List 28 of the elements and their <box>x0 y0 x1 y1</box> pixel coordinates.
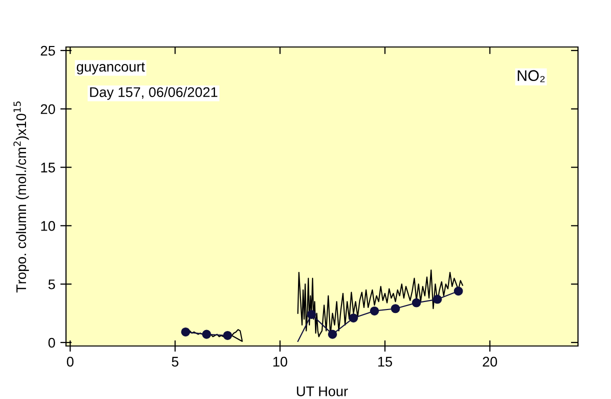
point <box>412 298 421 308</box>
annotation: guyancourt <box>76 62 145 74</box>
y-axis-title: Tropo. column (mol./cm$^{2}$)x10$^{15}$ <box>13 102 29 292</box>
x-tick-label: 20 <box>482 356 498 367</box>
point <box>181 327 190 336</box>
point <box>202 330 212 339</box>
annotation: Day 157, 06/06/2021 <box>90 86 218 100</box>
point <box>432 294 442 304</box>
x-tick-label: 10 <box>273 356 288 367</box>
x-tick-label: 5 <box>172 356 178 367</box>
y-tick-label: 20 <box>40 104 56 114</box>
x-tick-label: 15 <box>378 356 392 367</box>
y-tick-label: 25 <box>40 46 56 56</box>
point <box>390 304 400 314</box>
point <box>223 330 232 340</box>
point <box>370 306 379 316</box>
y-tick-label: 15 <box>41 162 56 172</box>
point <box>454 286 463 296</box>
line-series <box>297 270 464 338</box>
x-axis-title: UT Hour <box>296 386 348 396</box>
point <box>348 313 358 322</box>
y-tick-label: 0 <box>48 338 56 348</box>
point <box>306 310 316 319</box>
y-tick-label: 10 <box>41 221 56 231</box>
point <box>328 330 338 339</box>
annotation: NO₂ <box>518 70 545 82</box>
y-tick-label: 5 <box>48 280 55 290</box>
x-tick-label: 0 <box>66 356 74 367</box>
